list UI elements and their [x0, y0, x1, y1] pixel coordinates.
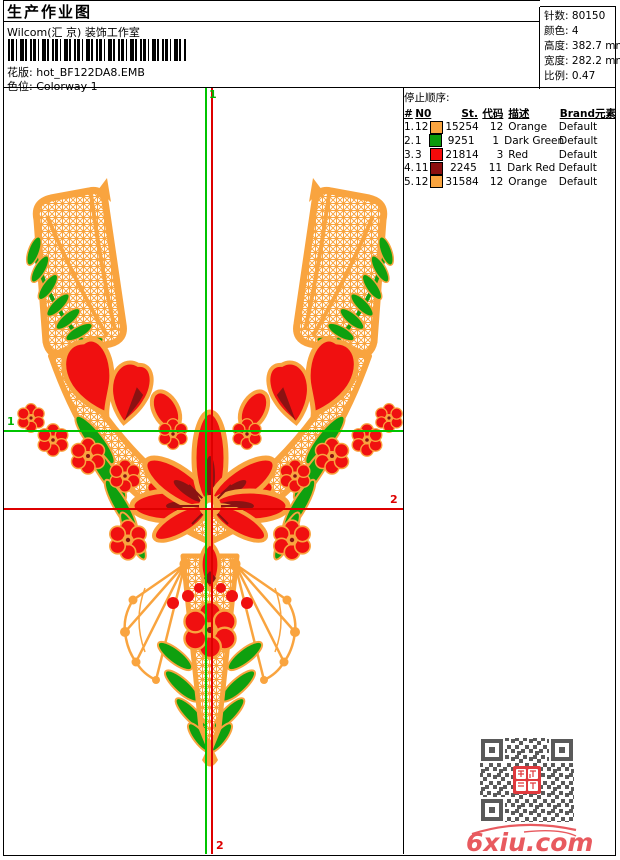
stat-height: 高度: 382.7 mm	[544, 39, 620, 54]
col-needle: N0	[415, 107, 432, 120]
row-needle: 3	[415, 148, 422, 161]
col-desc: 描述	[508, 108, 530, 121]
watermark-swoosh	[471, 823, 577, 837]
stat-height-label: 高度:	[544, 40, 569, 52]
marker-label-start-left: 1	[7, 415, 15, 428]
stop-sequence-table: 停止顺序: # N0 St. 代码 描述 Brand 元素 1. 12 1525…	[404, 90, 616, 189]
header-divider	[3, 87, 615, 88]
row-idx: 2.	[404, 134, 415, 147]
row-needle: 12	[415, 121, 429, 134]
color-swatch	[429, 175, 443, 189]
colorway-label: 色位:	[7, 80, 33, 93]
watermark-text: 6xiu.com	[466, 828, 594, 857]
row-stitches: 15254	[445, 121, 479, 134]
row-description: Red	[508, 148, 529, 161]
row-description: Orange	[508, 121, 548, 134]
stat-scale-value: 0.47	[571, 70, 596, 82]
embroidery-design	[3, 88, 403, 767]
row-stitches: 9251	[447, 134, 475, 147]
row-needle: 12	[415, 175, 429, 188]
start-marker-vertical-line	[205, 88, 207, 854]
design-stats-box: 针数: 80150 颜色: 4 高度: 382.7 mm 宽度: 282.2 m…	[539, 7, 620, 89]
row-needle: 11	[415, 162, 429, 175]
stop-sequence-title: 停止顺序:	[404, 92, 450, 104]
table-row: 3. 3 21814 3 Red Default	[404, 148, 616, 162]
title-box	[3, 0, 540, 22]
col-brand: Brand	[559, 107, 595, 120]
colorway-value: Colorway 1	[36, 80, 98, 93]
row-idx: 1.	[404, 121, 415, 134]
row-description: Dark Red	[507, 162, 556, 175]
row-code: 1	[492, 134, 500, 147]
page-title: 生产作业图	[7, 3, 93, 21]
table-row: 4. 11 2245 11 Dark Red Default	[404, 161, 616, 175]
row-code: 12	[489, 175, 504, 188]
colorway-row: 色位: Colorway 1	[7, 78, 98, 94]
col-element: 元素	[595, 108, 616, 121]
stat-colors: 颜色: 4	[544, 24, 618, 39]
table-row: 2. 1 9251 1 Dark Green Default	[404, 134, 616, 148]
stat-stitches: 针数: 80150	[544, 9, 618, 24]
color-swatch	[430, 161, 444, 175]
color-swatch	[429, 148, 443, 162]
studio-name: Wilcom(汇 京) 装饰工作室	[7, 26, 140, 39]
stat-stitches-label: 针数:	[544, 10, 569, 22]
stop-sequence-header: # N0 St. 代码 描述 Brand 元素	[404, 107, 616, 121]
color-swatch	[429, 120, 443, 134]
panel-divider	[403, 88, 404, 854]
end-marker-horizontal-line	[4, 508, 403, 510]
stat-stitches-value: 80150	[571, 10, 606, 22]
row-brand: Default	[558, 162, 597, 175]
row-needle: 1	[414, 134, 422, 147]
row-brand: Default	[558, 148, 598, 161]
row-brand: Default	[559, 134, 598, 147]
qr-code	[479, 737, 575, 823]
stat-height-value: 382.7 mm	[571, 40, 620, 52]
stat-colors-value: 4	[571, 25, 579, 37]
stat-width: 宽度: 282.2 mm	[544, 54, 620, 69]
row-stitches: 2245	[450, 162, 477, 175]
row-code: 11	[488, 162, 503, 175]
marker-label-end-bottom: 2	[216, 839, 224, 852]
table-row: 1. 12 15254 12 Orange Default	[404, 120, 616, 135]
barcode-image	[8, 39, 186, 61]
row-stitches: 21814	[445, 148, 479, 161]
pattern-label: 花版:	[7, 66, 33, 79]
row-idx: 5.	[404, 175, 415, 188]
row-idx: 4.	[404, 162, 415, 175]
stat-scale: 比例: 0.47	[544, 69, 618, 84]
color-swatch	[429, 134, 443, 148]
watermark: 6xiu.com	[464, 822, 593, 858]
col-code: 代码	[482, 108, 504, 121]
pattern-value: hot_BF122DA8.EMB	[36, 66, 145, 79]
stat-colors-label: 颜色:	[544, 25, 569, 37]
row-code: 3	[496, 148, 504, 161]
row-code: 12	[489, 121, 504, 134]
end-marker-vertical-line	[211, 88, 213, 854]
col-st: St.	[461, 107, 478, 120]
stat-width-value: 282.2 mm	[571, 55, 620, 67]
row-description: Orange	[508, 175, 548, 188]
row-description: Dark Green	[504, 134, 565, 147]
marker-label-end-right: 2	[390, 493, 398, 506]
pattern-file-row: 花版: hot_BF122DA8.EMB	[7, 64, 145, 80]
row-brand: Default	[558, 175, 598, 188]
stat-width-label: 宽度:	[544, 55, 569, 67]
row-idx: 3.	[404, 148, 415, 161]
row-brand: Default	[558, 121, 598, 134]
row-stitches: 31584	[445, 175, 479, 188]
stat-scale-label: 比例:	[544, 70, 569, 82]
marker-label-start-top: 1	[209, 88, 217, 101]
table-row: 5. 12 31584 12 Orange Default	[404, 175, 616, 189]
start-marker-horizontal-line	[4, 430, 403, 432]
col-idx: #	[404, 107, 413, 120]
